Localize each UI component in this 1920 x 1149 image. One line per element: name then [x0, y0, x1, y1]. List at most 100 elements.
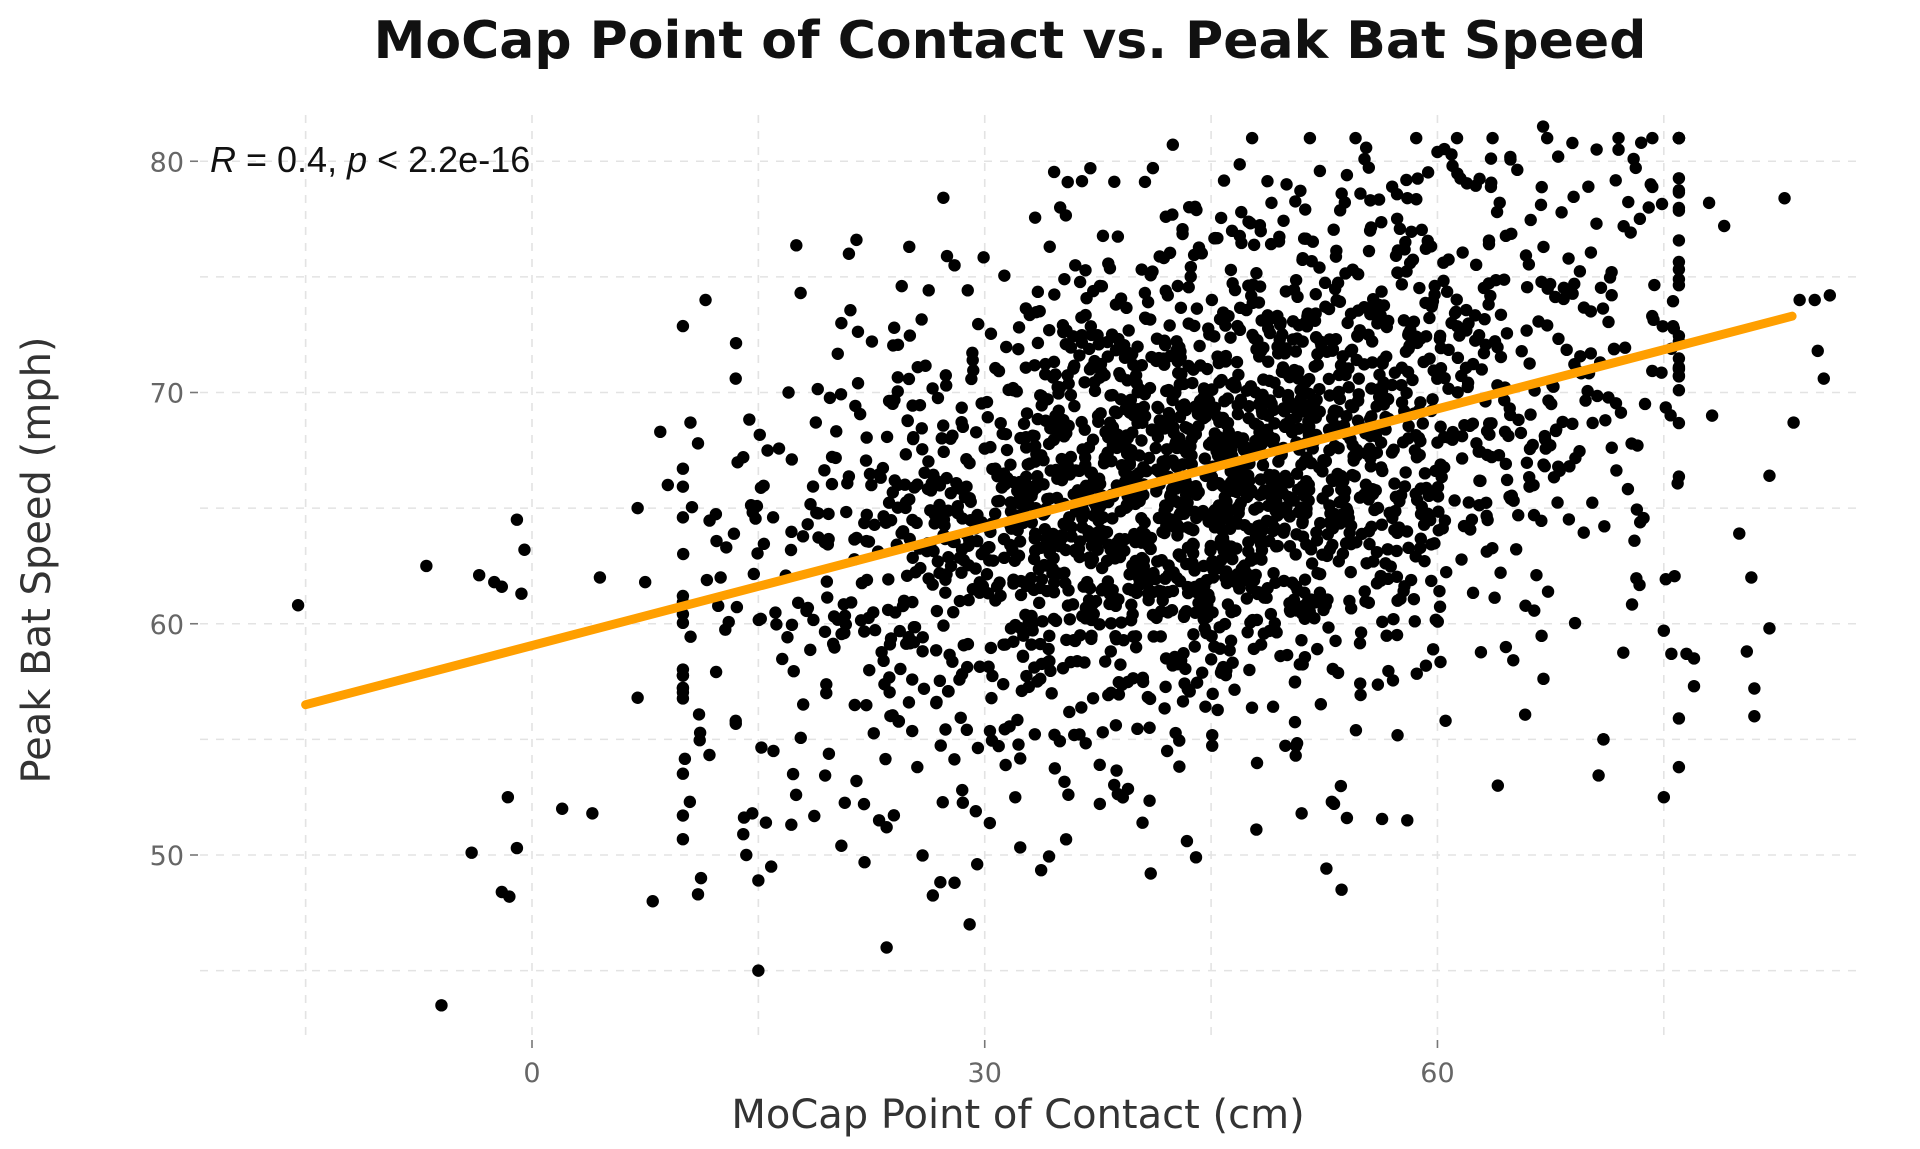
data-point: [835, 316, 848, 330]
data-point: [753, 428, 766, 441]
data-point: [1064, 341, 1078, 354]
data-point: [1316, 597, 1329, 610]
data-point: [976, 579, 990, 593]
data-point: [1811, 344, 1824, 358]
data-point: [1143, 381, 1157, 395]
data-point: [1325, 795, 1339, 809]
data-point: [1402, 419, 1415, 433]
data-point: [1390, 544, 1403, 558]
data-point: [1122, 469, 1135, 483]
data-point: [1346, 438, 1359, 452]
data-point: [1223, 644, 1236, 657]
data-point: [1190, 511, 1203, 525]
data-point: [825, 477, 839, 491]
data-point: [1048, 288, 1061, 301]
data-point: [661, 478, 675, 492]
data-point: [1552, 332, 1565, 346]
data-point: [1188, 319, 1201, 333]
data-point: [1602, 315, 1615, 329]
data-point: [1045, 540, 1059, 553]
data-point: [1290, 737, 1304, 750]
data-point: [1208, 232, 1221, 245]
data-point: [1063, 705, 1076, 719]
data-point: [1204, 539, 1218, 553]
data-point: [1290, 604, 1303, 617]
data-point: [1106, 512, 1119, 525]
data-point: [1426, 643, 1440, 656]
data-point: [1033, 581, 1047, 595]
data-point: [1246, 613, 1259, 627]
data-point: [1763, 469, 1776, 482]
data-point: [1648, 278, 1661, 292]
data-point: [1106, 420, 1120, 434]
data-point: [860, 508, 873, 522]
data-point: [1624, 226, 1637, 239]
data-point: [1592, 769, 1605, 782]
data-point: [865, 478, 878, 492]
data-point: [1078, 376, 1091, 389]
data-point: [1362, 161, 1376, 174]
data-point: [1343, 594, 1356, 608]
data-point: [1290, 528, 1303, 541]
data-point: [1288, 715, 1302, 729]
data-point: [1473, 474, 1486, 487]
data-point: [1519, 599, 1532, 612]
data-point: [1391, 729, 1404, 742]
data-point: [922, 455, 935, 468]
data-point: [676, 663, 690, 676]
data-point: [1190, 302, 1204, 315]
data-point: [1668, 569, 1681, 583]
data-point: [518, 543, 531, 556]
data-point: [1150, 485, 1163, 498]
data-point: [1596, 302, 1610, 315]
data-point: [1252, 585, 1265, 599]
data-point: [1138, 516, 1151, 529]
data-point: [1214, 666, 1228, 679]
data-point: [435, 999, 448, 1012]
data-point: [694, 871, 708, 885]
data-point: [1195, 666, 1209, 679]
data-point: [586, 807, 599, 820]
data-point: [1075, 701, 1088, 714]
data-point: [1646, 180, 1659, 194]
data-point: [1434, 362, 1448, 375]
data-point: [1609, 174, 1622, 187]
data-point: [1573, 265, 1587, 278]
data-point: [699, 293, 712, 307]
data-point: [801, 601, 815, 615]
data-point: [1007, 476, 1020, 489]
data-point: [860, 534, 873, 548]
data-point: [1450, 131, 1464, 145]
data-point: [867, 727, 880, 740]
data-point: [1494, 350, 1508, 364]
data-point: [1423, 311, 1436, 325]
data-point: [1180, 834, 1194, 848]
data-point: [1560, 343, 1573, 357]
data-point: [886, 486, 899, 499]
data-point: [876, 461, 890, 475]
data-point: [1131, 722, 1144, 736]
data-point: [993, 576, 1006, 589]
data-point: [1014, 431, 1027, 445]
data-point: [785, 618, 799, 632]
data-point: [1534, 198, 1548, 212]
data-point: [951, 499, 965, 513]
data-point: [1014, 588, 1028, 602]
data-point: [1012, 738, 1025, 751]
r-value: = 0.4,: [236, 139, 347, 180]
data-point: [1129, 641, 1143, 654]
data-point: [1059, 543, 1072, 557]
data-point: [1656, 320, 1669, 333]
data-point: [755, 741, 768, 754]
data-point: [1389, 504, 1402, 518]
data-point: [1031, 412, 1044, 426]
data-point: [822, 507, 835, 521]
data-point: [1294, 184, 1307, 197]
data-point: [1628, 534, 1641, 547]
data-point: [1016, 650, 1030, 663]
data-point: [1577, 526, 1590, 539]
data-point: [1372, 390, 1386, 404]
data-point: [1410, 131, 1423, 145]
data-point: [1114, 369, 1127, 383]
data-point: [1155, 416, 1169, 429]
